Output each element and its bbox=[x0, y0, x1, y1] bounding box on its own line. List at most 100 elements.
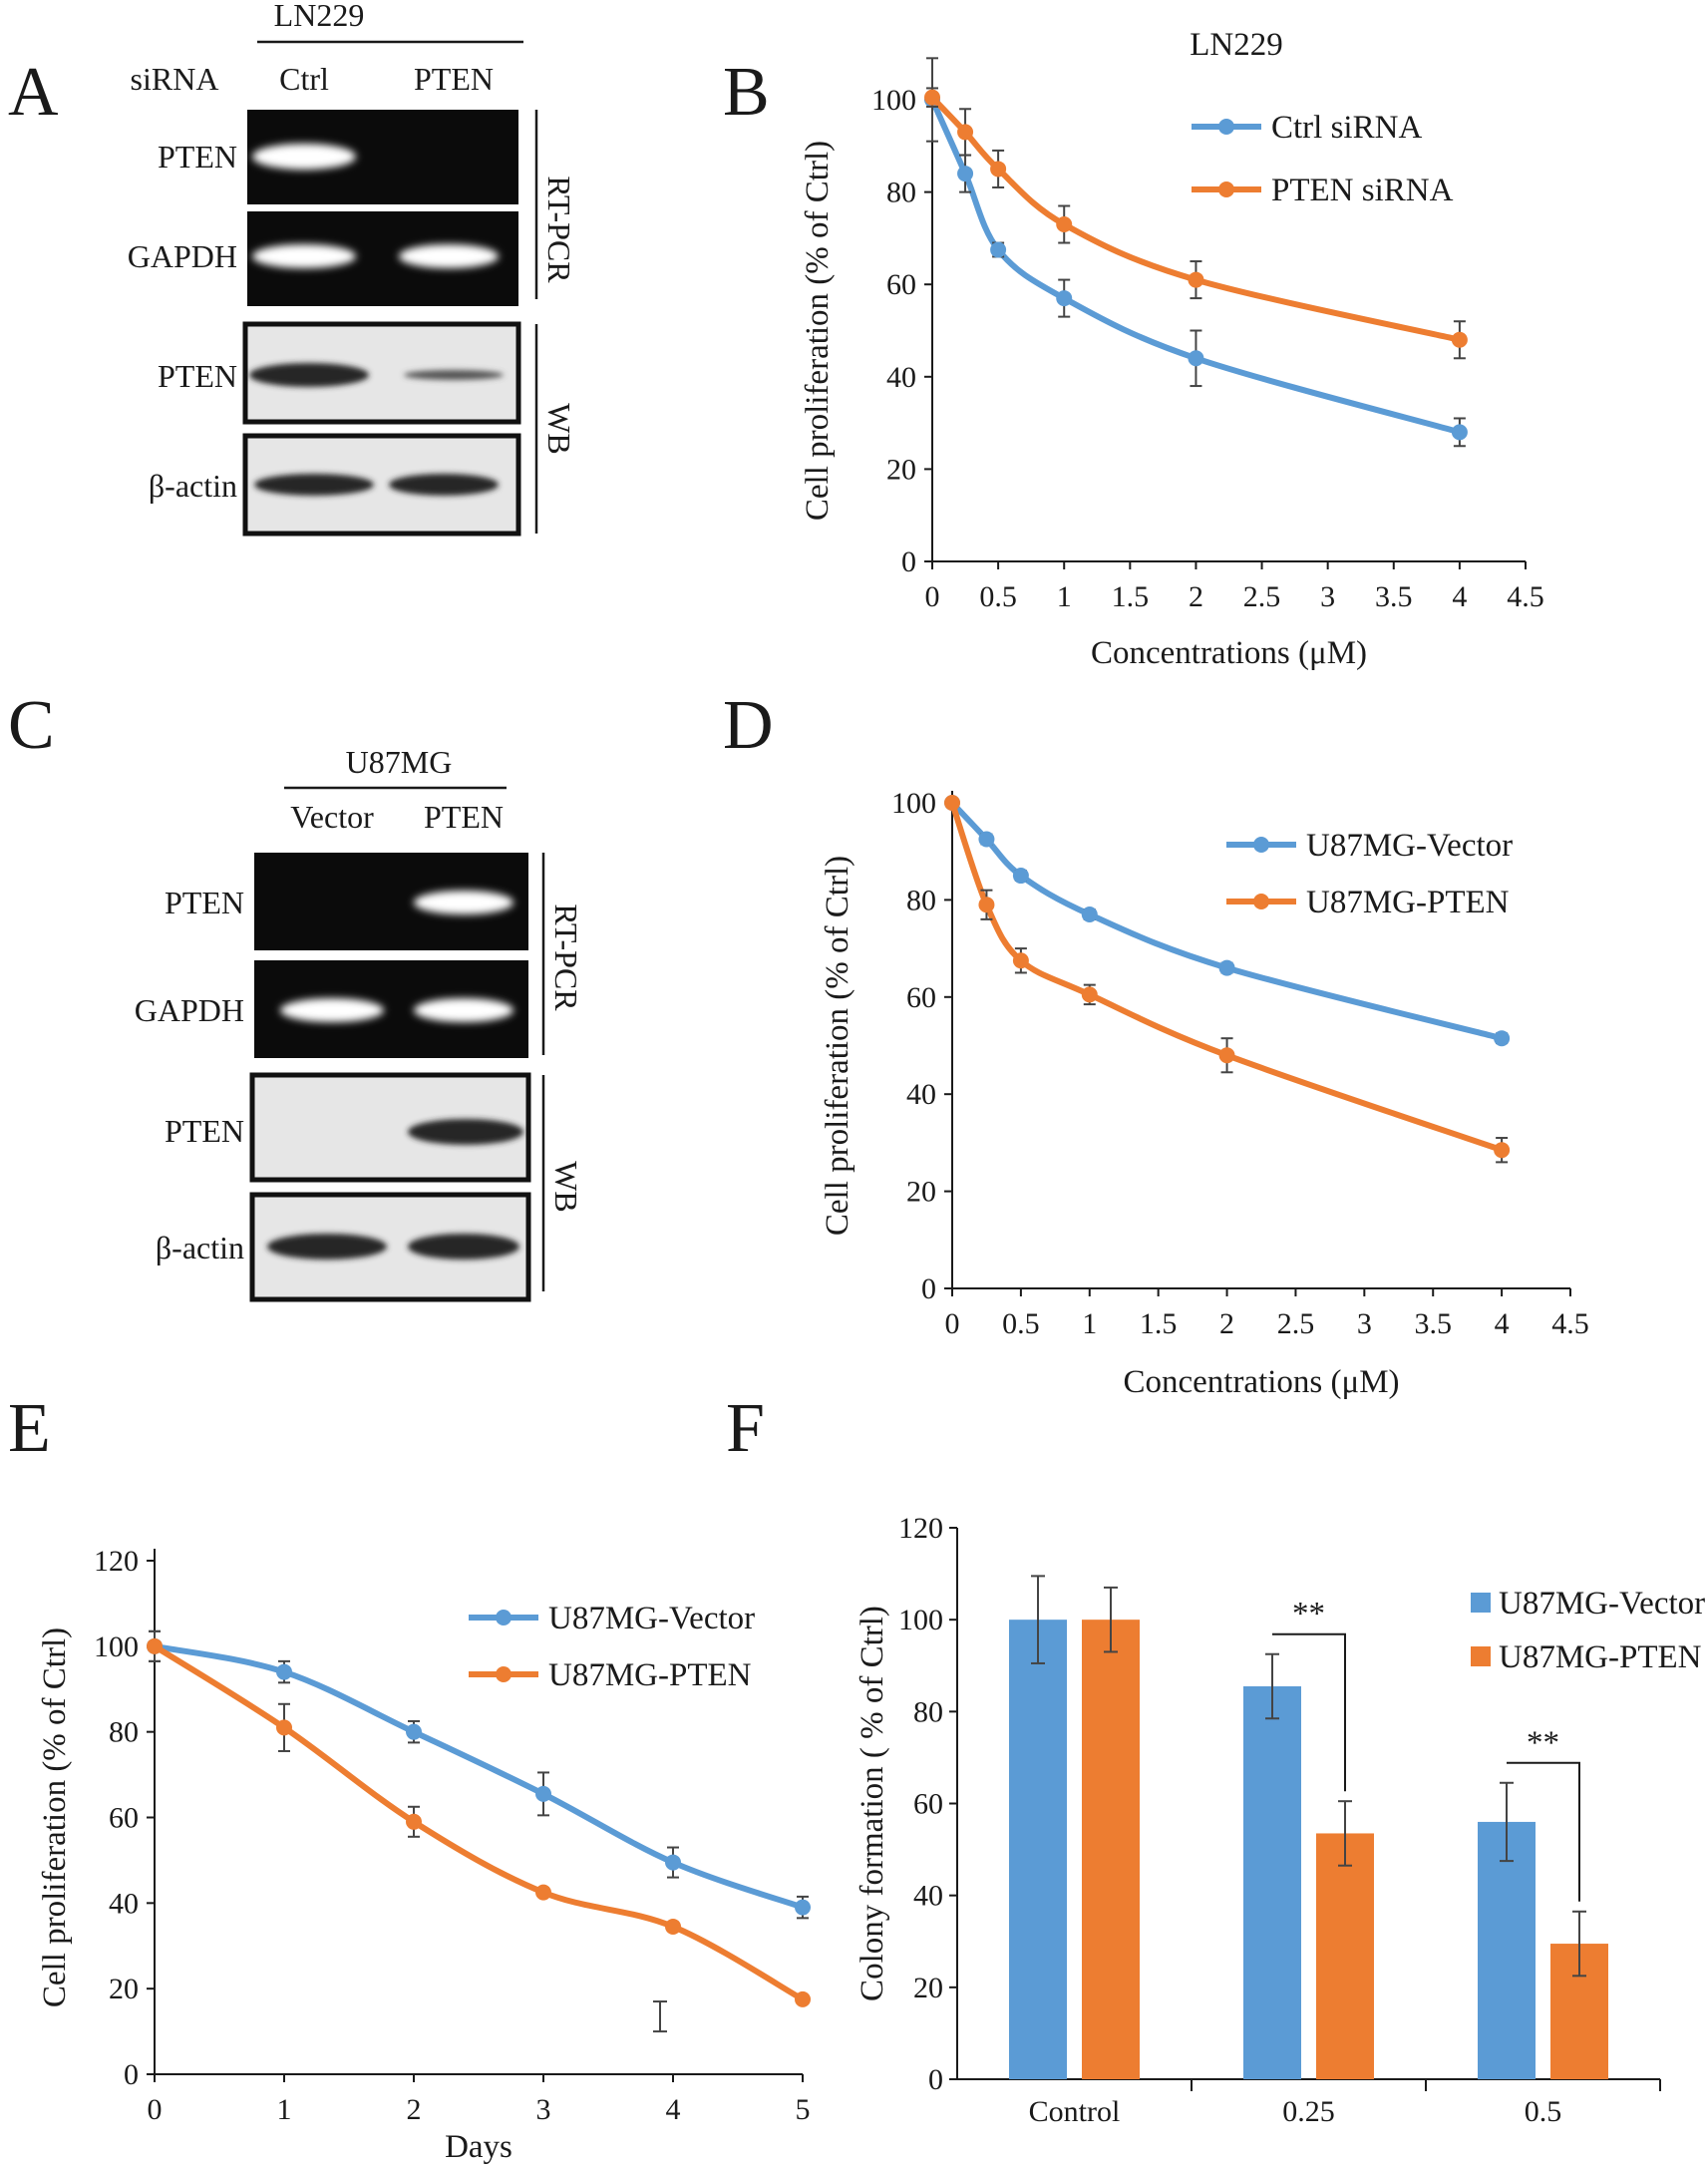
legend-label: U87MG-Vector bbox=[548, 1601, 755, 1636]
line-chart-panel-b: 0 20 40 60 80 100 0 0.5 1 1.5 2 2.5 3 3.5 4 4.5 Concentr… bbox=[800, 27, 1544, 671]
y-tick-label: 40 bbox=[906, 1078, 936, 1111]
x-axis-title: Concentrations (μM) bbox=[1123, 1364, 1399, 1400]
legend-swatch bbox=[1471, 1593, 1491, 1613]
data-point bbox=[957, 124, 974, 141]
legend-marker bbox=[496, 1666, 512, 1682]
x-axis-title: Days bbox=[445, 2129, 512, 2165]
x-tick-label: 0 bbox=[945, 1307, 960, 1340]
panel-letter-c: C bbox=[8, 687, 55, 764]
y-axis-title: Cell proliferation (% of Ctrl) bbox=[820, 856, 855, 1236]
y-axis-title: Colony formation ( % of Ctrl) bbox=[854, 1606, 890, 2001]
x-tick-label: 3 bbox=[1320, 580, 1335, 613]
data-point bbox=[1218, 1047, 1235, 1064]
x-tick-label: 0 bbox=[925, 580, 940, 613]
panel-letter-d: D bbox=[723, 687, 774, 764]
series-line-u87mg-pten bbox=[152, 1642, 806, 2002]
y-tick-label: 20 bbox=[886, 453, 916, 486]
gel-a-lane-pten: PTEN bbox=[414, 61, 494, 97]
gel-a-row-label: PTEN bbox=[158, 139, 237, 175]
x-tick-label: 0.5 bbox=[1002, 1307, 1040, 1340]
x-tick-label: 5 bbox=[796, 2093, 811, 2126]
gel-a-header: LN229 bbox=[274, 0, 365, 33]
legend-label: U87MG-PTEN bbox=[1499, 1639, 1702, 1675]
y-tick-label: 60 bbox=[913, 1788, 943, 1821]
data-point bbox=[990, 161, 1007, 178]
gel-panel-c: U87MG Vector PTEN PTEN GAPDH PTEN β-acti… bbox=[135, 744, 584, 1302]
y-tick-label: 40 bbox=[109, 1887, 139, 1920]
data-point bbox=[276, 1719, 292, 1736]
data-point bbox=[795, 1899, 811, 1916]
gel-a-band bbox=[389, 474, 499, 496]
gel-c-lane-vector: Vector bbox=[290, 799, 374, 835]
x-tick-label: 3 bbox=[536, 2093, 551, 2126]
y-tick-label: 40 bbox=[913, 1880, 943, 1913]
legend-label: U87MG-PTEN bbox=[1306, 885, 1510, 920]
x-tick-label: 4.5 bbox=[1551, 1307, 1589, 1340]
line-chart-panel-d: 0 20 40 60 80 100 0 0.5 1 1.5 2 2.5 3 3.5 4 4.5 Concentr… bbox=[820, 787, 1589, 1400]
data-point bbox=[1188, 271, 1204, 288]
data-point bbox=[957, 166, 974, 182]
data-point bbox=[978, 897, 995, 913]
data-point bbox=[1218, 959, 1235, 976]
data-point bbox=[924, 89, 940, 106]
x-tick-label: 3 bbox=[1357, 1307, 1372, 1340]
data-point bbox=[1012, 952, 1029, 969]
legend-label: Ctrl siRNA bbox=[1271, 110, 1422, 146]
gel-c-band bbox=[414, 891, 513, 914]
bar bbox=[1316, 1833, 1374, 2079]
gel-a-band bbox=[249, 363, 369, 387]
gel-c-lane-pten: PTEN bbox=[424, 799, 504, 835]
significance-bracket bbox=[1507, 1761, 1580, 1902]
gel-c-band bbox=[408, 1234, 519, 1260]
x-tick-label: 0.5 bbox=[1525, 2095, 1562, 2128]
bar bbox=[1082, 1620, 1140, 2079]
legend-label: U87MG-Vector bbox=[1306, 828, 1513, 864]
gel-a-lane-ctrl: Ctrl bbox=[279, 61, 329, 97]
y-tick-label: 0 bbox=[901, 545, 916, 578]
y-tick-label: 60 bbox=[906, 981, 936, 1014]
line-chart-panel-e: 0 20 40 60 80 100 120 0 1 2 3 4 5 Days Cell proliferat… bbox=[37, 1545, 811, 2165]
x-tick-label: 4.5 bbox=[1507, 580, 1544, 613]
x-tick-label: 1 bbox=[277, 2093, 292, 2126]
x-tick-label: 1 bbox=[1057, 580, 1072, 613]
legend-marker bbox=[496, 1610, 512, 1625]
gel-a-band bbox=[399, 244, 499, 268]
x-tick-label: 1 bbox=[1082, 1307, 1097, 1340]
x-tick-label: 2 bbox=[1189, 580, 1203, 613]
legend-marker bbox=[1218, 181, 1234, 197]
legend-marker bbox=[1253, 894, 1269, 909]
y-tick-label: 100 bbox=[891, 787, 936, 820]
data-point bbox=[1056, 290, 1073, 307]
x-tick-label: 2 bbox=[1219, 1307, 1234, 1340]
y-tick-label: 20 bbox=[906, 1176, 936, 1209]
data-point bbox=[665, 1854, 681, 1871]
data-point bbox=[535, 1884, 551, 1901]
gel-a-row-label: GAPDH bbox=[128, 238, 237, 274]
y-tick-label: 80 bbox=[913, 1695, 943, 1728]
panel-letter-f: F bbox=[726, 1390, 765, 1467]
y-tick-label: 100 bbox=[94, 1630, 139, 1663]
y-tick-label: 120 bbox=[898, 1512, 943, 1545]
significance-label: ** bbox=[1527, 1725, 1559, 1761]
gel-panel-a: LN229 siRNA Ctrl PTEN PTEN GAPDH PTEN β-… bbox=[128, 0, 577, 537]
data-point bbox=[276, 1663, 292, 1680]
gel-a-band bbox=[254, 474, 374, 496]
data-point bbox=[1056, 216, 1073, 233]
panel-letter-b: B bbox=[723, 54, 770, 131]
data-point bbox=[1494, 1030, 1511, 1047]
legend-label: PTEN siRNA bbox=[1271, 173, 1454, 208]
data-point bbox=[795, 1990, 811, 2007]
gel-c-band bbox=[280, 998, 384, 1022]
legend-label: U87MG-Vector bbox=[1499, 1586, 1705, 1622]
data-point bbox=[1012, 868, 1029, 885]
gel-a-row-title: siRNA bbox=[131, 61, 219, 97]
chart-title: LN229 bbox=[1190, 27, 1283, 63]
gel-c-row-label: PTEN bbox=[165, 885, 244, 920]
gel-a-method-rtpcr: RT-PCR bbox=[541, 176, 577, 283]
data-point bbox=[1451, 331, 1468, 348]
y-tick-label: 60 bbox=[109, 1802, 139, 1835]
x-tick-label: 4 bbox=[1452, 580, 1467, 613]
x-tick-label: 4 bbox=[1495, 1307, 1510, 1340]
data-point bbox=[665, 1918, 681, 1935]
data-point bbox=[147, 1637, 163, 1654]
